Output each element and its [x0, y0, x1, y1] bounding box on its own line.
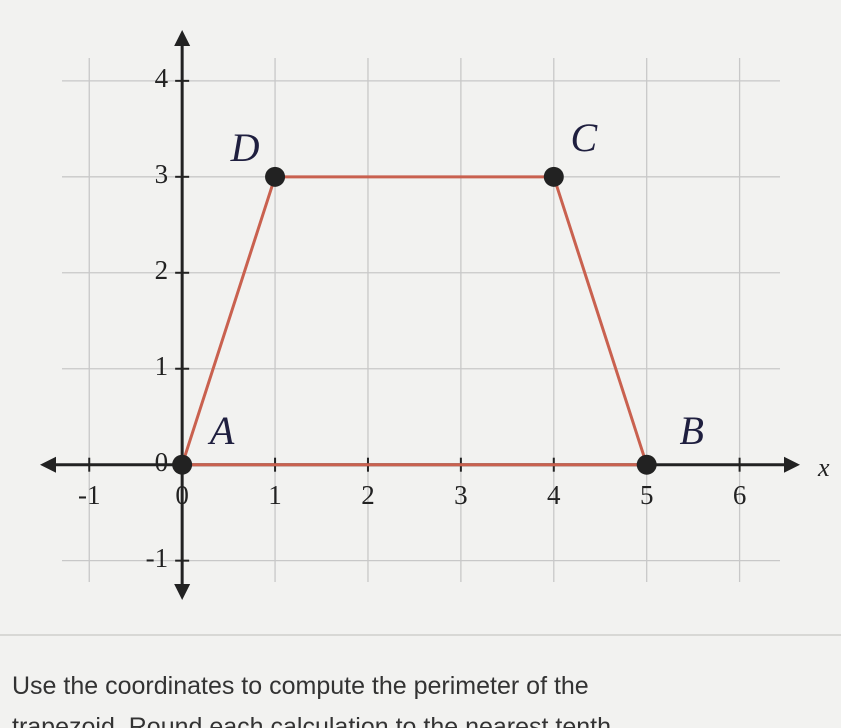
arrow [40, 456, 56, 473]
vertex [636, 454, 657, 475]
x-tick-label: 0 [175, 480, 189, 510]
y-tick-label: 3 [155, 159, 169, 189]
x-tick-label: 1 [268, 480, 282, 510]
arrow [174, 584, 191, 600]
vertex-label: B [679, 408, 703, 453]
arrow [174, 30, 191, 46]
y-tick-label: 1 [155, 351, 169, 381]
x-tick-label: 6 [733, 480, 747, 510]
vertex-label: D [230, 125, 260, 170]
arrow [784, 456, 800, 473]
x-tick-label: 4 [547, 480, 561, 510]
x-axis-label: x [817, 453, 830, 482]
vertex [172, 454, 193, 475]
x-tick-label: 2 [361, 480, 375, 510]
question-line: trapezoid. Round each calculation to the… [12, 713, 611, 728]
x-tick-label: 3 [454, 480, 468, 510]
y-tick-label: 4 [155, 63, 169, 93]
y-tick-label: 2 [155, 255, 169, 285]
x-tick-label: 5 [640, 480, 654, 510]
vertex-label: A [207, 408, 235, 453]
question-line: Use the coordinates to compute the perim… [12, 672, 589, 700]
y-tick-label: 0 [155, 447, 169, 477]
vertex [265, 166, 286, 187]
vertex [543, 166, 564, 187]
x-tick-label: -1 [78, 480, 101, 510]
y-tick-label: -1 [146, 543, 169, 573]
vertex-label: C [570, 115, 598, 160]
